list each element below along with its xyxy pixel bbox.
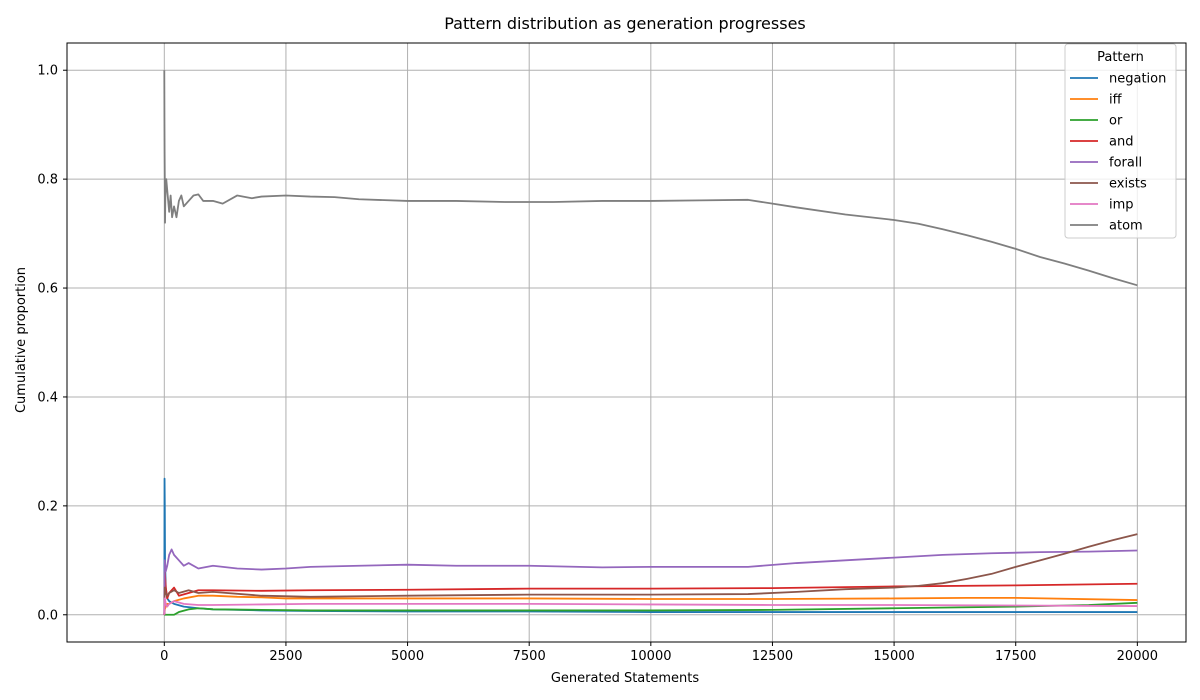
x-axis-label: Generated Statements (551, 671, 700, 686)
x-tick-label: 0 (160, 649, 168, 664)
series-line-or (164, 601, 1138, 616)
x-axis-ticks: 0 2500 5000 7500 10000 12500 15000 17500 20000 (160, 642, 1158, 664)
legend-box (1064, 43, 1177, 239)
chart-title: Pattern distribution as generation progr… (444, 14, 806, 33)
series-lines (163, 70, 1138, 616)
series-line-atom (163, 70, 1138, 287)
legend-label-iff: iff (1109, 93, 1123, 108)
x-tick-label: 20000 (1117, 649, 1158, 664)
x-tick-label: 7500 (513, 649, 546, 664)
series-line-iff (163, 594, 1138, 615)
y-tick-label: 1.0 (37, 64, 58, 79)
series-line-forall (163, 548, 1138, 615)
y-axis-label: Cumulative proportion (14, 267, 29, 413)
x-tick-label: 5000 (391, 649, 424, 664)
legend-label-and: and (1109, 135, 1133, 150)
x-tick-label: 15000 (873, 649, 914, 664)
y-tick-label: 0.0 (37, 608, 58, 623)
y-axis-ticks: 0.0 0.2 0.4 0.6 0.8 1.0 (37, 64, 67, 623)
series-line-exists (163, 533, 1138, 615)
x-tick-label: 17500 (995, 649, 1036, 664)
series-line-and (163, 570, 1138, 615)
x-tick-label: 2500 (269, 649, 302, 664)
y-tick-label: 0.8 (37, 173, 58, 188)
series-line-imp (163, 597, 1138, 615)
legend-label-forall: forall (1109, 156, 1142, 171)
legend-label-atom: atom (1109, 219, 1143, 234)
y-tick-label: 0.2 (37, 499, 58, 514)
y-tick-label: 0.6 (37, 282, 58, 297)
legend-title: Pattern (1097, 50, 1144, 65)
y-tick-label: 0.4 (37, 390, 58, 405)
x-tick-label: 12500 (752, 649, 793, 664)
legend-label-or: or (1109, 114, 1123, 129)
x-tick-label: 10000 (630, 649, 671, 664)
legend-label-exists: exists (1109, 177, 1147, 192)
plot-frame (66, 42, 1187, 643)
legend-label-negation: negation (1109, 72, 1166, 87)
legend-label-imp: imp (1109, 198, 1134, 213)
legend: Pattern negation iff or and forall exists imp a… (1064, 43, 1177, 239)
